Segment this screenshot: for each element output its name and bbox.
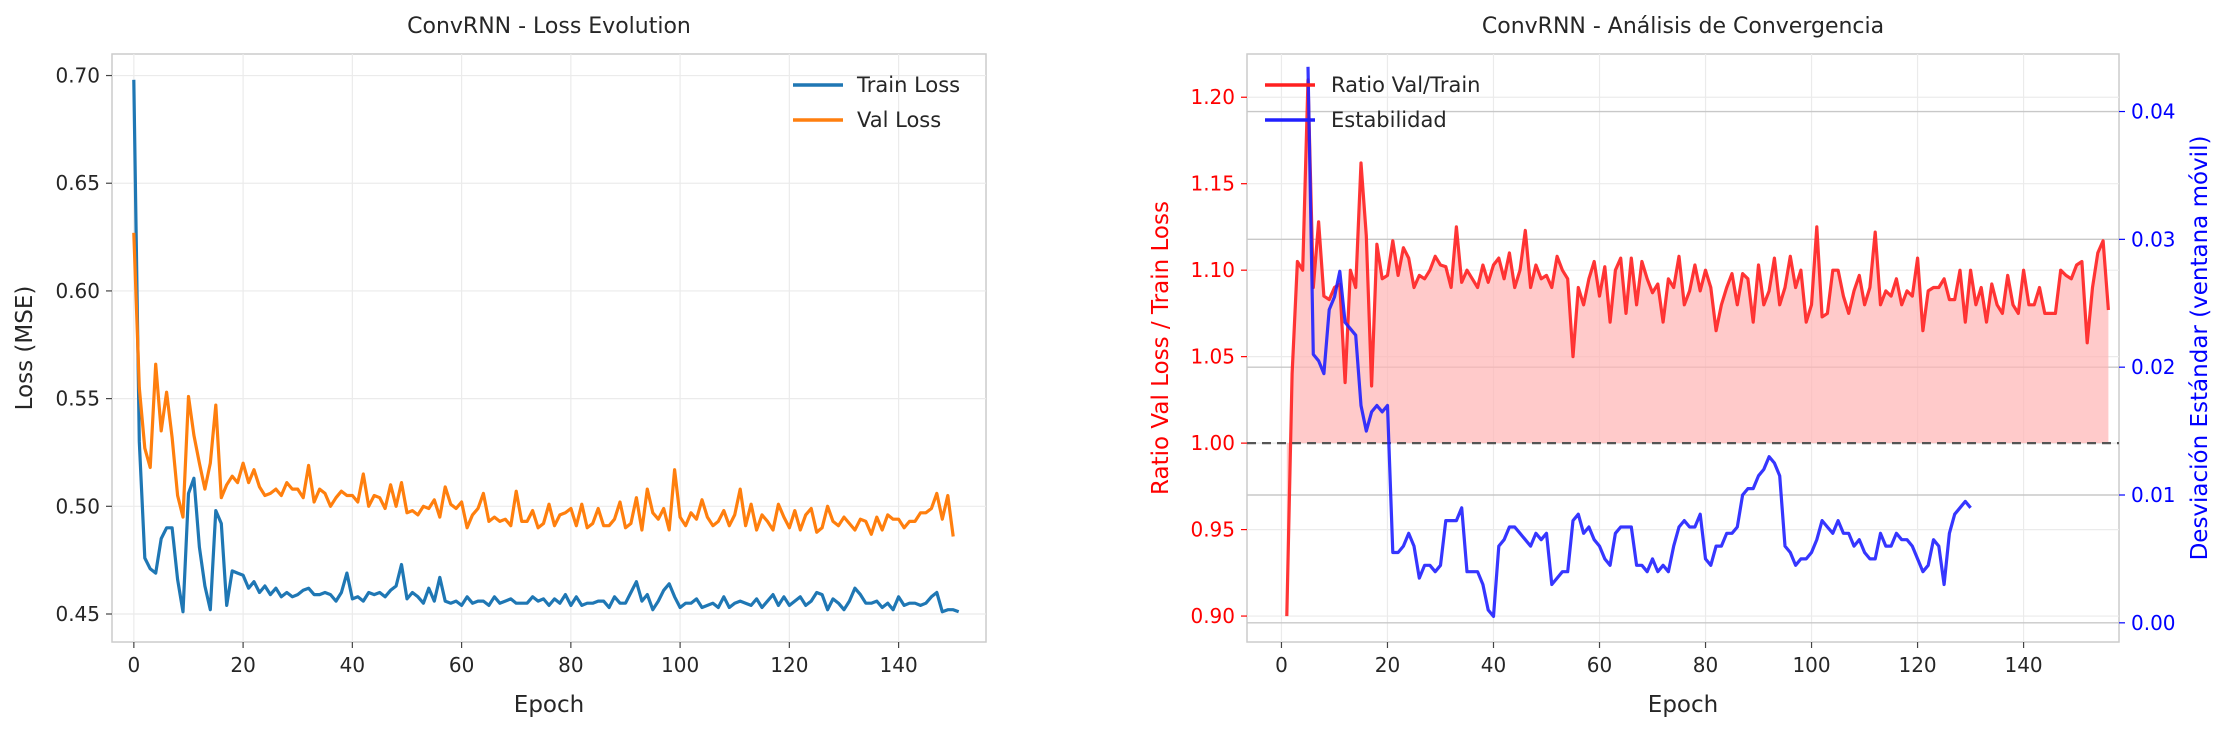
series-line-ratio-val-train — [1285, 78, 2110, 617]
x-tick-label: 0 — [127, 653, 140, 677]
lines-right — [1285, 66, 2110, 619]
legend-left: Train Loss Val Loss — [793, 73, 960, 132]
legend-label-estabilidad: Estabilidad — [1331, 108, 1447, 132]
y-tick-label: 0.70 — [55, 64, 100, 88]
legend-label-train-loss: Train Loss — [856, 73, 960, 97]
y-axis-label-left: Loss (MSE) — [12, 286, 38, 411]
y2-tick-label: 0.03 — [2131, 227, 2176, 251]
chart-title-left: ConvRNN - Loss Evolution — [407, 14, 691, 39]
x-tick-label: 20 — [1375, 653, 1400, 677]
y-tick-label: 0.90 — [1190, 604, 1235, 628]
x-tick-label: 0 — [1275, 653, 1288, 677]
y2-tick-label: 0.01 — [2131, 483, 2176, 507]
x-tick-label: 100 — [661, 653, 699, 677]
loss-evolution-chart: 0 20 40 60 80 100 120 140 0.45 0.50 0.55 0.60 0.65 0.… — [12, 14, 987, 718]
x-tick-label: 120 — [1898, 653, 1936, 677]
chart-title-right: ConvRNN - Análisis de Convergencia — [1482, 14, 1884, 39]
y2-tick-label: 0.00 — [2131, 611, 2176, 635]
x-tick-label: 80 — [558, 653, 583, 677]
x-axis-label-right: Epoch — [1648, 692, 1718, 718]
series-line-estabilidad — [1306, 66, 1972, 619]
y-tick-label: 0.65 — [55, 171, 100, 195]
y-tick-label: 0.95 — [1190, 518, 1235, 542]
y2-tick-label: 0.04 — [2131, 100, 2176, 124]
y-tick-label: 0.50 — [55, 494, 100, 518]
y-tick-label: 1.20 — [1190, 85, 1235, 109]
y-tick-label: 0.45 — [55, 602, 100, 626]
x-axis-label-left: Epoch — [514, 692, 584, 718]
lines-left — [132, 79, 960, 614]
x-tick-label: 60 — [1587, 653, 1612, 677]
y-axis-label-right-secondary: Desviación Estándar (ventana móvil) — [2187, 136, 2213, 561]
ticks-right: 0 20 40 60 80 100 120 140 0.90 0.95 1.00 1.05 1.10 1.… — [1190, 85, 2175, 677]
legend-label-ratio: Ratio Val/Train — [1331, 73, 1481, 97]
y2-tick-label: 0.02 — [2131, 355, 2176, 379]
x-tick-label: 100 — [1792, 653, 1830, 677]
ticks-left: 0 20 40 60 80 100 120 140 0.45 0.50 0.55 0.60 0.65 0.… — [55, 64, 917, 677]
x-tick-label: 140 — [2004, 653, 2042, 677]
ratio-fill-area — [1286, 79, 2109, 617]
x-tick-label: 40 — [1481, 653, 1506, 677]
plot-area-left — [111, 53, 987, 643]
y-tick-label: 1.10 — [1190, 258, 1235, 282]
y-tick-label: 1.00 — [1190, 431, 1235, 455]
x-tick-label: 20 — [230, 653, 255, 677]
x-tick-label: 120 — [770, 653, 808, 677]
x-tick-label: 40 — [340, 653, 365, 677]
series-line-val-loss — [132, 232, 955, 537]
y-axis-label-right-left: Ratio Val Loss / Train Loss — [1148, 201, 1174, 495]
convergence-chart: 0 20 40 60 80 100 120 140 0.90 0.95 1.00 1.05 1.10 1.… — [1148, 14, 2213, 718]
y-tick-label: 1.15 — [1190, 172, 1235, 196]
y-tick-label: 0.60 — [55, 279, 100, 303]
legend-right: Ratio Val/Train Estabilidad — [1265, 73, 1481, 132]
y-tick-label: 1.05 — [1190, 345, 1235, 369]
x-tick-label: 60 — [449, 653, 474, 677]
series-line-train-loss — [132, 79, 960, 614]
legend-label-val-loss: Val Loss — [857, 108, 941, 132]
ratio-fill-polygon — [1286, 79, 2109, 617]
y-tick-label: 0.55 — [55, 387, 100, 411]
x-tick-label: 80 — [1693, 653, 1718, 677]
x-tick-label: 140 — [880, 653, 918, 677]
